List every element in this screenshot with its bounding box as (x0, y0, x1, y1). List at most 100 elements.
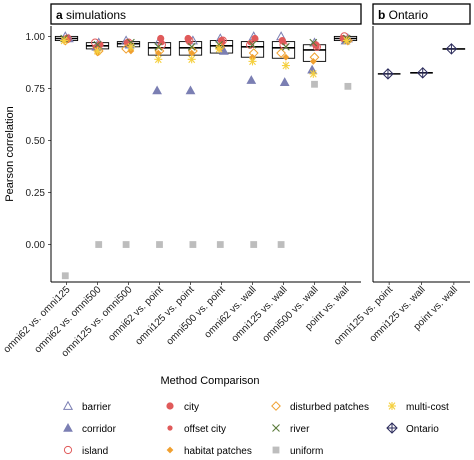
point-uniform-shape (216, 241, 224, 248)
legend-label: Ontario (406, 424, 439, 435)
panel-b-strip (372, 3, 471, 25)
legend-item-river: river (272, 424, 310, 435)
point-uniform (250, 241, 258, 248)
point-uniform (344, 82, 352, 90)
point-disturbed-patches-shape (121, 43, 132, 54)
point-multi-cost (342, 36, 351, 45)
point-disturbed-patches-shape (154, 46, 165, 56)
y-axis-title: Pearson correlation (4, 106, 16, 201)
legend-key (272, 424, 280, 432)
point-corridor-shape (185, 85, 196, 95)
y-tick-label: 0.50 (26, 136, 46, 147)
y-tick-label: 0.75 (26, 84, 46, 95)
point-river (93, 40, 102, 49)
point-offset-city (186, 40, 192, 46)
legend-item-offset-city: offset city (167, 424, 226, 435)
point-uniform-shape (95, 241, 103, 248)
point-corridor-shape (279, 77, 290, 86)
legend-label: island (82, 446, 108, 457)
legend-key-b (272, 424, 280, 432)
point-uniform-shape (156, 241, 163, 248)
point-multi-cost (309, 69, 318, 78)
point-Ontario-shape (445, 43, 458, 55)
panel-a-letter: a (56, 8, 66, 22)
point-multi-cost (154, 55, 163, 64)
point-multi-cost (281, 61, 290, 70)
point-corridor-shape (152, 85, 162, 95)
legend-label: river (290, 424, 310, 435)
point-multi-cost (215, 44, 224, 53)
legend-key-shape (167, 425, 173, 431)
point-disturbed-patches (187, 46, 198, 56)
point-Ontario (382, 68, 394, 80)
point-river-b (248, 40, 257, 49)
point-habitat-patches (154, 49, 162, 57)
legend-key (62, 400, 74, 410)
legend-key-shape (63, 422, 73, 432)
point-river-b (93, 40, 102, 49)
legend-item-Ontario: Ontario (386, 422, 439, 435)
legend-item-multi-cost: multi-cost (388, 402, 449, 413)
legend-key-shape (63, 445, 73, 455)
point-habitat-patches-shape (309, 58, 317, 65)
legend-item-corridor: corridor (63, 422, 117, 435)
legend-key (167, 425, 173, 431)
point-city (251, 34, 259, 43)
point-disturbed-patches (121, 43, 132, 54)
legend-key (272, 446, 280, 454)
legend-key-shape (62, 400, 74, 410)
legend-label: multi-cost (406, 402, 449, 413)
point-Ontario (416, 67, 429, 79)
point-offset-city-shape (186, 40, 192, 46)
point-uniform (216, 241, 224, 248)
point-offset-city (280, 40, 287, 46)
legend-label: corridor (82, 424, 117, 435)
point-uniform (61, 272, 69, 280)
point-uniform (95, 241, 103, 248)
point-disturbed-patches (276, 48, 287, 58)
legend-key (166, 446, 174, 454)
point-city-shape (96, 41, 104, 49)
legend-key-shape (166, 402, 174, 410)
point-uniform-shape (250, 241, 258, 248)
point-uniform (189, 241, 197, 248)
panel-a-strip (50, 3, 362, 25)
legend-key (271, 401, 281, 411)
point-uniform-shape (122, 241, 130, 248)
x-tick-label: omni62 vs. point (106, 284, 165, 343)
point-habitat-patches (188, 49, 196, 57)
legend-key-shape (271, 401, 281, 411)
point-uniform-shape (61, 272, 69, 280)
legend: barrier city disturbed patches multi-cost co… (62, 400, 449, 457)
point-city-shape (251, 34, 259, 43)
legend-item-barrier: barrier (62, 400, 112, 413)
point-uniform (122, 241, 130, 248)
legend-label: offset city (184, 424, 226, 435)
legend-label: uniform (290, 446, 323, 457)
legend-key (63, 422, 73, 432)
x-tick-label: omni125 vs. wall (230, 284, 290, 344)
panel-a-strip-label: a simulations (56, 8, 126, 22)
point-river-b (309, 38, 318, 47)
point-disturbed-patches (154, 46, 165, 56)
x-tick-label: omni500 vs. wall (261, 284, 321, 344)
legend-key (386, 422, 398, 434)
point-river-b (154, 42, 163, 51)
point-river-b (187, 42, 196, 51)
point-uniform-shape (277, 241, 285, 248)
legend-item-island: island (63, 445, 108, 457)
point-offset-city-shape (280, 40, 287, 46)
point-uniform-shape (189, 241, 197, 248)
point-river (248, 40, 257, 49)
legend-key-shape (272, 446, 280, 454)
point-corridor (246, 75, 257, 84)
legend-label: barrier (82, 402, 112, 413)
point-habitat-patches (282, 53, 290, 61)
point-disturbed-patches-shape (276, 48, 287, 58)
panel-b-letter: b (378, 8, 389, 22)
panel-b-strip-label: b Ontario (378, 8, 428, 22)
point-Ontario (445, 43, 458, 55)
